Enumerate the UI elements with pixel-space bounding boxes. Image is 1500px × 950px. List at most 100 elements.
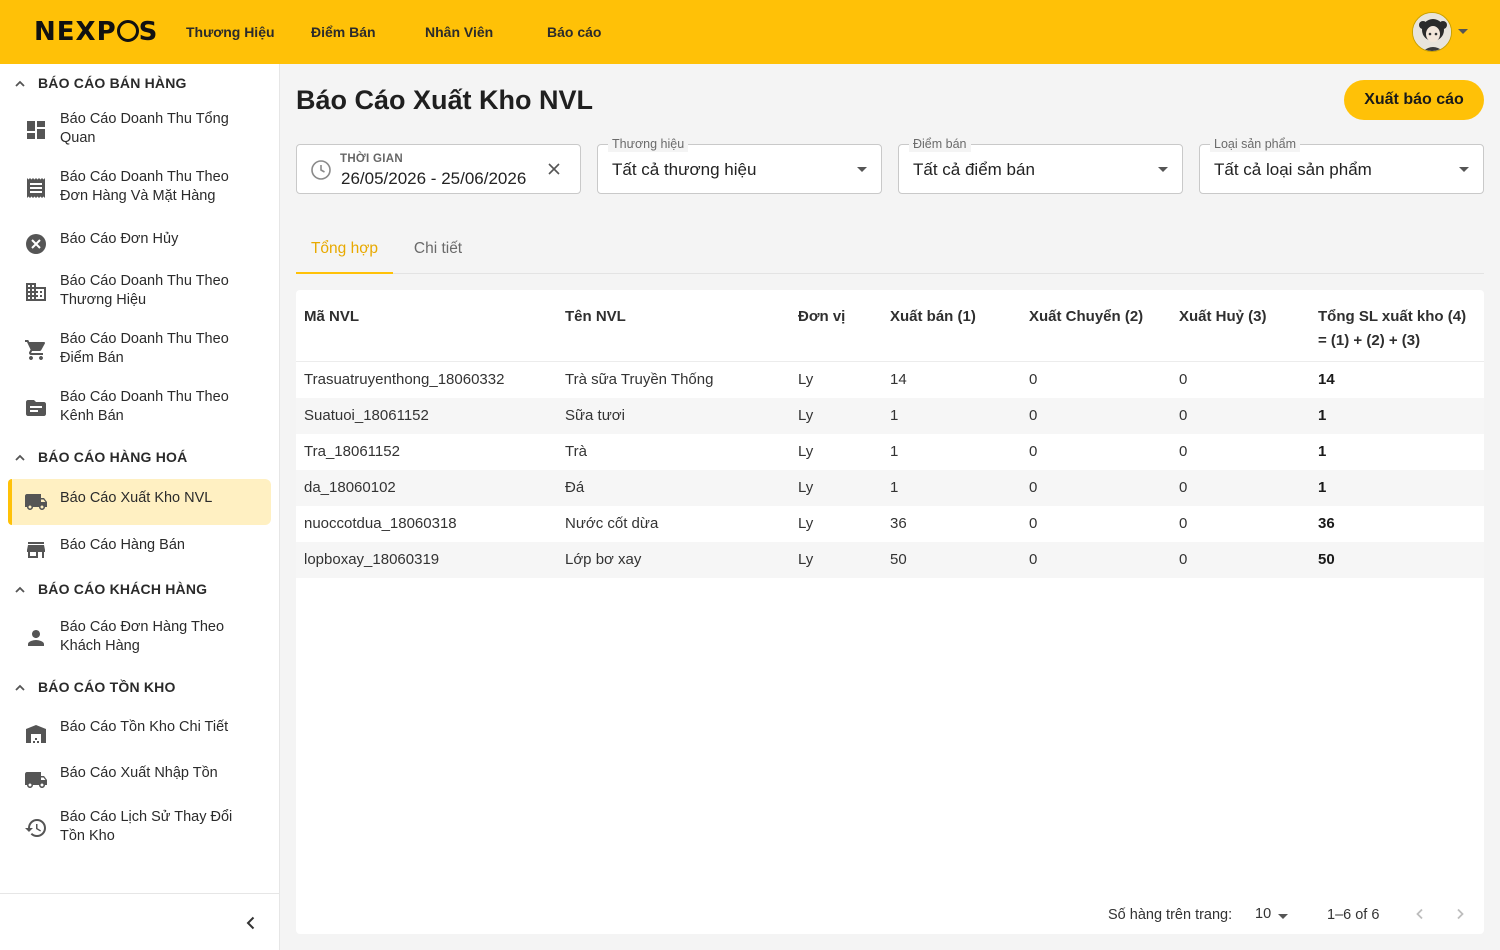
nav-brand[interactable]: Thương Hiệu (186, 24, 275, 40)
section-inventory-report[interactable]: BÁO CÁO TỒN KHO (0, 674, 280, 702)
cell-unit: Ly (798, 371, 814, 388)
clock-icon (311, 160, 331, 180)
cancel-icon (26, 234, 46, 254)
cell-name: Trà (565, 443, 587, 460)
column-header-line: Tổng SL xuất kho (4) (1318, 308, 1467, 325)
sidebar-footer (0, 893, 279, 950)
nav-report[interactable]: Báo cáo (547, 24, 602, 40)
table-row[interactable]: Suatuoi_18061152 Sữa tươi Ly 1 0 0 1 (296, 398, 1484, 434)
cell-name: Sữa tươi (565, 407, 625, 424)
building-icon (26, 283, 46, 301)
cell-transfer: 0 (1029, 515, 1038, 532)
chevron-right-icon[interactable] (1453, 907, 1467, 921)
sidebar-item-revenue-brand[interactable]: Báo Cáo Doanh Thu Theo Thương Hiệu (8, 272, 271, 320)
section-sales-report[interactable]: BÁO CÁO BÁN HÀNG (0, 70, 280, 98)
column-header[interactable]: Tổng SL xuất kho (4) = (1) + (2) + (3) (1318, 305, 1466, 353)
date-range-input[interactable] (341, 168, 533, 190)
sidebar-item-orders-by-customer[interactable]: Báo Cáo Đơn Hàng Theo Khách Hàng (8, 618, 271, 666)
product-type-select[interactable]: Loại sản phẩm Tất cả loại sản phẩm (1199, 136, 1484, 194)
sidebar-item-inventory-history[interactable]: Báo Cáo Lịch Sử Thay Đổi Tồn Kho (8, 808, 271, 856)
table-row[interactable]: Trasuatruyenthong_18060332 Trà sữa Truyề… (296, 362, 1484, 398)
sidebar-item-revenue-order[interactable]: Báo Cáo Doanh Thu Theo Đơn Hàng Và Mặt H… (8, 168, 271, 216)
store-select[interactable]: Điểm bán Tất cả điểm bán (898, 136, 1183, 194)
cell-total: 1 (1318, 407, 1327, 424)
truck-icon (25, 772, 47, 788)
history-icon (25, 819, 46, 837)
date-range-field[interactable]: THỜI GIAN (296, 144, 581, 194)
avatar[interactable] (1412, 12, 1452, 52)
sidebar-item-label: Báo Cáo Doanh Thu Theo Đơn Hàng Và Mặt H… (60, 169, 229, 204)
sidebar-item-revenue-overview[interactable]: Báo Cáo Doanh Thu Tổng Quan (8, 110, 271, 158)
export-report-button[interactable]: Xuất báo cáo (1344, 80, 1484, 120)
top-app-bar: NEXP S Thương Hiệu Điểm Bán Nhân Viên Báo… (0, 0, 1500, 64)
receipt-icon (27, 178, 45, 198)
cell-name: Nước cốt dừa (565, 515, 659, 532)
cell-code: Trasuatruyenthong_18060332 (304, 371, 505, 388)
chevron-down-icon[interactable] (1458, 29, 1468, 34)
sidebar-item-material-export[interactable]: Báo Cáo Xuất Kho NVL (8, 479, 271, 525)
cell-cancel: 0 (1179, 371, 1188, 388)
chevron-left-icon[interactable] (1413, 907, 1427, 921)
cell-sold: 50 (890, 551, 907, 568)
cell-total: 1 (1318, 443, 1327, 460)
nexpos-logo[interactable]: NEXP S (34, 17, 159, 47)
cell-sold: 1 (890, 407, 899, 424)
sidebar-item-label: Báo Cáo Lịch Sử Thay Đổi Tồn Kho (60, 809, 233, 844)
product-type-select-value: Tất cả loại sản phẩm (1214, 160, 1372, 179)
sidebar-item-revenue-channel[interactable]: Báo Cáo Doanh Thu Theo Kênh Bán (8, 388, 271, 436)
chevron-up-icon (15, 586, 25, 593)
brand-select[interactable]: Thương hiệu Tất cả thương hiệu (597, 136, 882, 194)
cell-unit: Ly (798, 443, 814, 460)
sidebar-item-label: Báo Cáo Xuất Nhập Tồn (60, 765, 218, 781)
section-title: BÁO CÁO KHÁCH HÀNG (38, 581, 208, 597)
chevron-up-icon (15, 80, 25, 87)
table-row[interactable]: nuoccotdua_18060318 Nước cốt dừa Ly 36 0… (296, 506, 1484, 542)
cell-cancel: 0 (1179, 443, 1188, 460)
product-type-select-label: Loại sản phẩm (1210, 136, 1301, 152)
nav-staff[interactable]: Nhân Viên (425, 24, 494, 40)
column-header[interactable]: Tên NVL (565, 308, 626, 325)
cell-code: Suatuoi_18061152 (304, 407, 429, 424)
sidebar-item-revenue-store[interactable]: Báo Cáo Doanh Thu Theo Điểm Bán (8, 330, 271, 378)
sidebar-item-import-export[interactable]: Báo Cáo Xuất Nhập Tồn (8, 762, 271, 798)
tab-summary[interactable]: Tổng hợp (296, 226, 393, 274)
table-row[interactable]: lopboxay_18060319 Lớp bơ xay Ly 50 0 0 5… (296, 542, 1484, 578)
close-icon[interactable] (547, 162, 561, 176)
chevron-down-icon[interactable] (1278, 914, 1288, 919)
sidebar: BÁO CÁO BÁN HÀNG Báo Cáo Doanh Thu Tổng … (0, 64, 280, 950)
column-header[interactable]: Xuất Chuyển (2) (1029, 308, 1144, 325)
cell-code: da_18060102 (304, 479, 396, 496)
nav-store[interactable]: Điểm Bán (311, 24, 376, 40)
sidebar-item-label: Báo Cáo Doanh Thu Tổng Quan (60, 111, 229, 146)
section-goods-report[interactable]: BÁO CÁO HÀNG HOÁ (0, 444, 280, 472)
cell-cancel: 0 (1179, 515, 1188, 532)
column-header[interactable]: Đơn vị (798, 308, 846, 325)
sidebar-item-label: Báo Cáo Doanh Thu Theo Thương Hiệu (60, 273, 229, 308)
tab-detail[interactable]: Chi tiết (413, 240, 463, 257)
rows-per-page-select[interactable]: 10 (1255, 906, 1272, 922)
sidebar-item-label: Báo Cáo Xuất Kho NVL (60, 490, 213, 506)
brand-select-label: Thương hiệu (608, 136, 689, 152)
cell-total: 36 (1318, 515, 1335, 532)
page-title: Báo Cáo Xuất Kho NVL (296, 85, 594, 115)
sidebar-item-inventory-detail[interactable]: Báo Cáo Tồn Kho Chi Tiết (8, 716, 271, 752)
sidebar-item-goods-sold[interactable]: Báo Cáo Hàng Bán (8, 532, 271, 568)
warehouse-icon (26, 725, 46, 743)
cell-cancel: 0 (1179, 407, 1188, 424)
section-customer-report[interactable]: BÁO CÁO KHÁCH HÀNG (0, 576, 280, 604)
store-select-value: Tất cả điểm bán (913, 160, 1035, 179)
cell-transfer: 0 (1029, 443, 1038, 460)
table-row[interactable]: Tra_18061152 Trà Ly 1 0 0 1 (296, 434, 1484, 470)
store-select-label: Điểm bán (909, 136, 971, 152)
cell-unit: Ly (798, 479, 814, 496)
chevron-left-icon[interactable] (242, 914, 260, 932)
sidebar-item-label: Báo Cáo Tồn Kho Chi Tiết (60, 719, 229, 735)
column-header[interactable]: Xuất Huỷ (3) (1179, 308, 1267, 325)
column-header[interactable]: Mã NVL (304, 308, 360, 325)
cell-code: nuoccotdua_18060318 (304, 515, 457, 532)
sidebar-item-cancelled-orders[interactable]: Báo Cáo Đơn Hủy (8, 226, 271, 262)
dashboard-icon (27, 121, 45, 139)
sidebar-item-label: Báo Cáo Đơn Hủy (60, 231, 179, 247)
table-row[interactable]: da_18060102 Đá Ly 1 0 0 1 (296, 470, 1484, 506)
column-header[interactable]: Xuất bán (1) (890, 308, 976, 325)
